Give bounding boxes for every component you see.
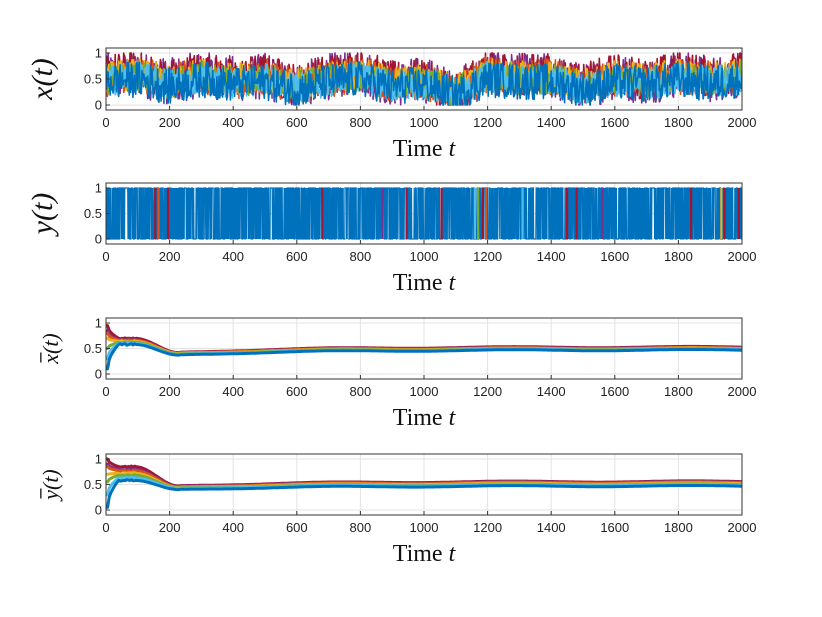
- y-tick-label: 1: [95, 452, 102, 467]
- x-tick-label: 0: [102, 115, 109, 130]
- x-tick-label: 0: [102, 520, 109, 535]
- y-tick-label: 0.5: [84, 341, 102, 356]
- y-tick-label: 0: [95, 367, 102, 382]
- series-line-run-7: [106, 478, 742, 509]
- plot-area-ybar: [106, 457, 742, 509]
- series-line-run-7: [106, 61, 742, 106]
- chart-ybar: 0 200 400 600 800 1000 1200 1400 1600 1800 2000 0 0.…: [38, 452, 756, 568]
- y-tick-label: 0.5: [84, 206, 102, 221]
- x-tick-label: 400: [222, 384, 244, 399]
- x-tick-label: 800: [350, 384, 372, 399]
- x-tick-label: 0: [102, 384, 109, 399]
- x-tick-label: 200: [159, 520, 181, 535]
- y-tick-label: 1: [95, 46, 102, 61]
- x-axis-label: Time t: [393, 270, 457, 296]
- x-tick-label: 600: [286, 115, 308, 130]
- x-axis-label: Time t: [393, 405, 457, 431]
- y-tick-label: 1: [95, 316, 102, 331]
- x-tick-label: 1800: [664, 249, 693, 264]
- chart-xbar: 0 200 400 600 800 1000 1200 1400 1600 1800 2000 0 0.…: [38, 316, 756, 432]
- x-tick-label: 1600: [600, 384, 629, 399]
- x-tick-label: 1000: [410, 384, 439, 399]
- x-tick-label: 1800: [664, 520, 693, 535]
- y-tick-label: 0: [95, 232, 102, 247]
- x-tick-label: 1400: [537, 249, 566, 264]
- x-tick-label: 2000: [728, 384, 757, 399]
- x-tick-label: 2000: [728, 249, 757, 264]
- x-tick-label: 1600: [600, 520, 629, 535]
- x-tick-label: 600: [286, 249, 308, 264]
- plot-area-y: [106, 187, 742, 240]
- series-line-run-1: [106, 187, 742, 240]
- x-axis-label: Time t: [393, 136, 457, 162]
- x-tick-label: 1800: [664, 384, 693, 399]
- x-tick-label: 2000: [728, 520, 757, 535]
- x-tick-label: 200: [159, 249, 181, 264]
- series-line-run-7: [106, 342, 742, 371]
- x-tick-label: 400: [222, 249, 244, 264]
- x-tick-label: 1000: [410, 520, 439, 535]
- x-tick-label: 1200: [473, 520, 502, 535]
- x-tick-label: 1200: [473, 384, 502, 399]
- x-tick-label: 1200: [473, 249, 502, 264]
- x-tick-label: 600: [286, 384, 308, 399]
- x-tick-label: 400: [222, 520, 244, 535]
- x-tick-label: 600: [286, 520, 308, 535]
- chart-x: 0 200 400 600 800 1000 1200 1400 1600 1800 2000 0 0.…: [26, 46, 756, 163]
- x-tick-label: 200: [159, 384, 181, 399]
- x-tick-label: 800: [350, 115, 372, 130]
- x-tick-label: 1600: [600, 249, 629, 264]
- x-tick-label: 1000: [410, 115, 439, 130]
- y-tick-label: 0.5: [84, 72, 102, 87]
- y-axis-label: y(t): [26, 193, 59, 238]
- x-tick-label: 400: [222, 115, 244, 130]
- x-tick-label: 0: [102, 249, 109, 264]
- y-axis-label: x(t): [26, 58, 59, 101]
- x-tick-label: 1000: [410, 249, 439, 264]
- x-tick-label: 1800: [664, 115, 693, 130]
- y-axis-label: y(t): [38, 469, 63, 502]
- y-tick-label: 0.5: [84, 477, 102, 492]
- y-tick-label: 1: [95, 181, 102, 196]
- x-tick-label: 200: [159, 115, 181, 130]
- x-tick-label: 1600: [600, 115, 629, 130]
- x-tick-label: 1400: [537, 115, 566, 130]
- chart-y: 0 200 400 600 800 1000 1200 1400 1600 1800 2000 0 0.…: [26, 181, 756, 297]
- x-tick-label: 1400: [537, 384, 566, 399]
- y-axis-label: x(t): [38, 333, 63, 365]
- x-tick-label: 1400: [537, 520, 566, 535]
- y-tick-label: 0: [95, 98, 102, 113]
- x-axis-label: Time t: [393, 541, 457, 567]
- x-tick-label: 2000: [728, 115, 757, 130]
- y-tick-label: 0: [95, 503, 102, 518]
- x-tick-label: 800: [350, 249, 372, 264]
- x-tick-label: 1200: [473, 115, 502, 130]
- x-tick-label: 800: [350, 520, 372, 535]
- plot-area-x: [106, 52, 742, 106]
- plot-area-xbar: [106, 324, 742, 371]
